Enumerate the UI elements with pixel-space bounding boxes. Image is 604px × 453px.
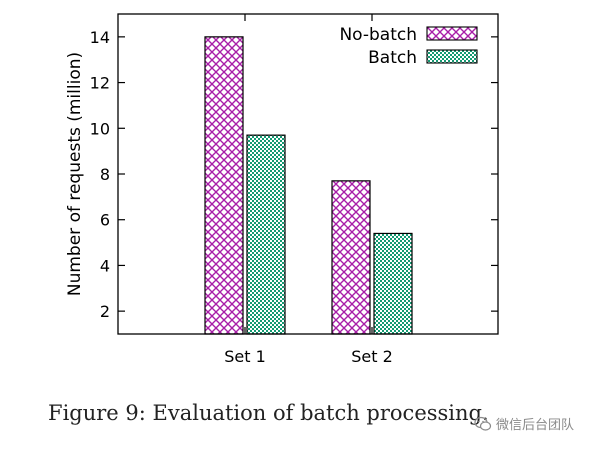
y-tick-label: 14: [90, 28, 110, 47]
y-tick-label: 4: [100, 256, 110, 275]
figure-caption: Figure 9: Evaluation of batch processing…: [48, 401, 489, 425]
legend-label: No-batch: [339, 25, 417, 45]
bar-no-batch-set-1: [204, 36, 244, 335]
y-tick-label: 2: [100, 302, 110, 321]
plot-frame: [117, 13, 499, 335]
bar-no-batch-set-2: [331, 180, 371, 335]
y-tick-label: 8: [100, 165, 110, 184]
bar-batch-set-1: [246, 134, 286, 335]
y-tick-label: 10: [90, 119, 110, 138]
watermark: 微信后台团队: [474, 414, 574, 433]
watermark-text: 微信后台团队: [496, 418, 575, 433]
legend-swatch: [426, 49, 478, 64]
y-axis-label: Number of requests (million): [65, 52, 85, 296]
y-tick-label: 6: [100, 211, 110, 230]
x-tick-label: Set 1: [224, 347, 266, 366]
x-tick-label: Set 2: [351, 347, 393, 366]
y-tick-label: 12: [90, 74, 110, 93]
legend-label: Batch: [368, 48, 417, 68]
legend: No-batch Batch: [339, 25, 478, 68]
bar-batch-set-2: [373, 232, 413, 335]
legend-swatch: [426, 26, 478, 41]
wechat-icon: [474, 416, 492, 431]
